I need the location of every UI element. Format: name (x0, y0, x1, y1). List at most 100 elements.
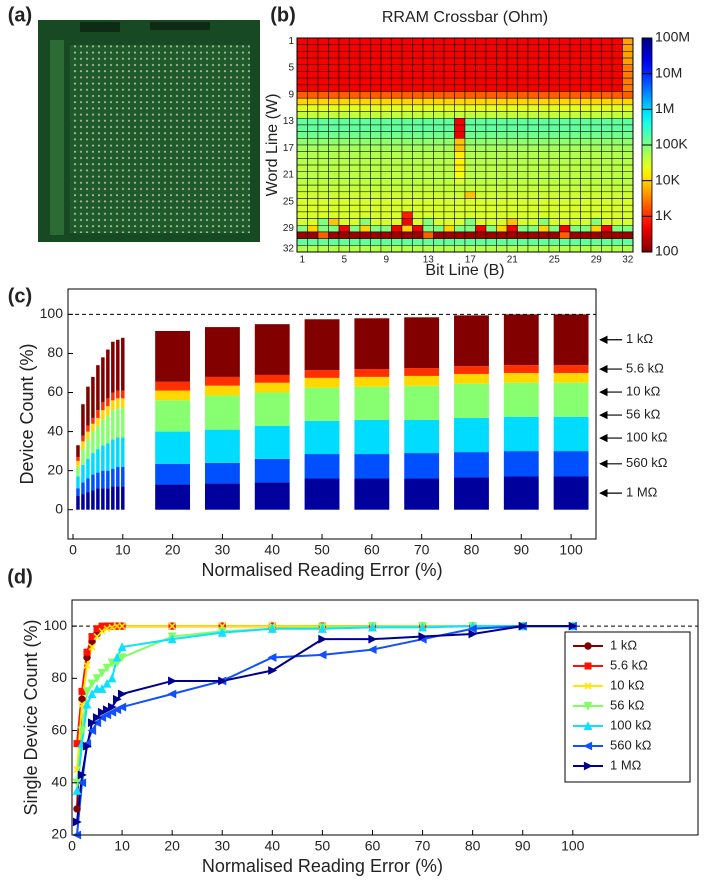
heatmap-cell (464, 84, 476, 92)
bar-segment (101, 402, 105, 411)
heatmap-cell (328, 118, 340, 126)
x-tick-label: 17 (465, 255, 477, 266)
heatmap-cell (485, 164, 497, 172)
heatmap-cell (590, 91, 602, 99)
heatmap-cell (380, 144, 392, 152)
heatmap-cell (422, 245, 434, 253)
heatmap-cell (401, 204, 413, 213)
heatmap-cell (391, 37, 403, 45)
heatmap-cell (454, 131, 466, 139)
heatmap-cell (412, 184, 424, 193)
heatmap-cell (475, 158, 487, 166)
heatmap-cell (527, 245, 539, 253)
heatmap-cell (359, 118, 371, 126)
heatmap-cell (559, 231, 571, 239)
heatmap-cell (370, 198, 382, 206)
heatmap-cell (317, 144, 329, 152)
heatmap-cell (433, 245, 445, 253)
y-axis-label: Single Device Count (%) (21, 619, 41, 815)
y-tick-label: 21 (283, 170, 295, 181)
heatmap-cell (422, 37, 434, 45)
heatmap-cell (601, 104, 613, 112)
heatmap-cell (464, 144, 476, 152)
heatmap-cell (538, 111, 550, 119)
heatmap-cell (433, 191, 445, 199)
heatmap-cell (412, 124, 424, 132)
heatmap-cell (485, 171, 497, 179)
heatmap-cell (412, 84, 424, 92)
heatmap-cell (454, 97, 466, 106)
heatmap-cell (370, 204, 382, 213)
heatmap-cell (422, 64, 434, 72)
heatmap-cell (359, 211, 371, 219)
heatmap-cell (601, 198, 613, 206)
x-axis-label: Normalised Reading Error (%) (202, 856, 443, 876)
heatmap-cell (296, 124, 308, 132)
x-tick-label: 90 (513, 542, 529, 558)
heatmap-cell (590, 84, 602, 92)
heatmap-cell (601, 204, 613, 213)
bar-segment (81, 494, 85, 510)
y-axis-label: Word Line (W) (264, 94, 281, 197)
heatmap-cell (391, 164, 403, 172)
heatmap-cell (307, 204, 319, 213)
heatmap-cell (506, 104, 518, 112)
heatmap-cell (611, 158, 623, 166)
heatmap-cell (422, 84, 434, 92)
heatmap-cell (433, 51, 445, 59)
heatmap-cell (496, 37, 508, 45)
bar-segment (304, 420, 340, 455)
heatmap-cell (401, 71, 413, 79)
heatmap-cell (559, 184, 571, 193)
heatmap-cell (622, 238, 634, 246)
heatmap-cell (307, 104, 319, 112)
bar-segment (354, 369, 390, 377)
heatmap-cell (590, 164, 602, 172)
heatmap-cell (380, 104, 392, 112)
heatmap-cell (485, 51, 497, 59)
heatmap-cell (412, 191, 424, 199)
heatmap-cell (548, 144, 560, 152)
heatmap-cell (580, 204, 592, 213)
heatmap-cell (338, 144, 350, 152)
heatmap-cell (580, 131, 592, 139)
heatmap-cell (443, 64, 455, 72)
heatmap-cell (359, 144, 371, 152)
heatmap-cell (412, 164, 424, 172)
heatmap-cell (422, 191, 434, 199)
bar-segment (204, 462, 240, 484)
heatmap-cell (359, 84, 371, 92)
bar-segment (503, 476, 539, 510)
bar-segment (454, 366, 489, 374)
heatmap-cell (527, 57, 539, 65)
heatmap-cell (559, 218, 571, 226)
y-tick-label: 20 (47, 461, 63, 477)
heatmap-cell (401, 124, 413, 132)
heatmap-cell (611, 151, 623, 159)
heatmap-cell (412, 77, 424, 86)
y-tick-label: 60 (51, 721, 67, 737)
y-tick-label: 1 (288, 36, 294, 47)
heatmap-cell (338, 44, 350, 52)
bar-segment (204, 376, 240, 386)
heatmap-cell (517, 164, 529, 172)
heatmap-cell (370, 71, 382, 79)
heatmap-cell (443, 171, 455, 179)
heatmap-cell (454, 238, 466, 246)
heatmap-cell (328, 158, 340, 166)
heatmap-cell (380, 238, 392, 246)
heatmap-cell (580, 44, 592, 52)
heatmap-cell (590, 77, 602, 86)
heatmap-cell (569, 91, 581, 99)
heatmap-cell (296, 204, 308, 213)
heatmap-cell (401, 131, 413, 139)
heatmap-cell (517, 211, 529, 219)
heatmap-cell (433, 104, 445, 112)
heatmap-cell (548, 225, 560, 233)
heatmap-cell (485, 204, 497, 213)
data-point (167, 689, 177, 699)
heatmap-cell (454, 164, 466, 172)
bar-segment (116, 398, 120, 409)
bar-segment (111, 486, 115, 510)
bar-segment (81, 435, 85, 442)
